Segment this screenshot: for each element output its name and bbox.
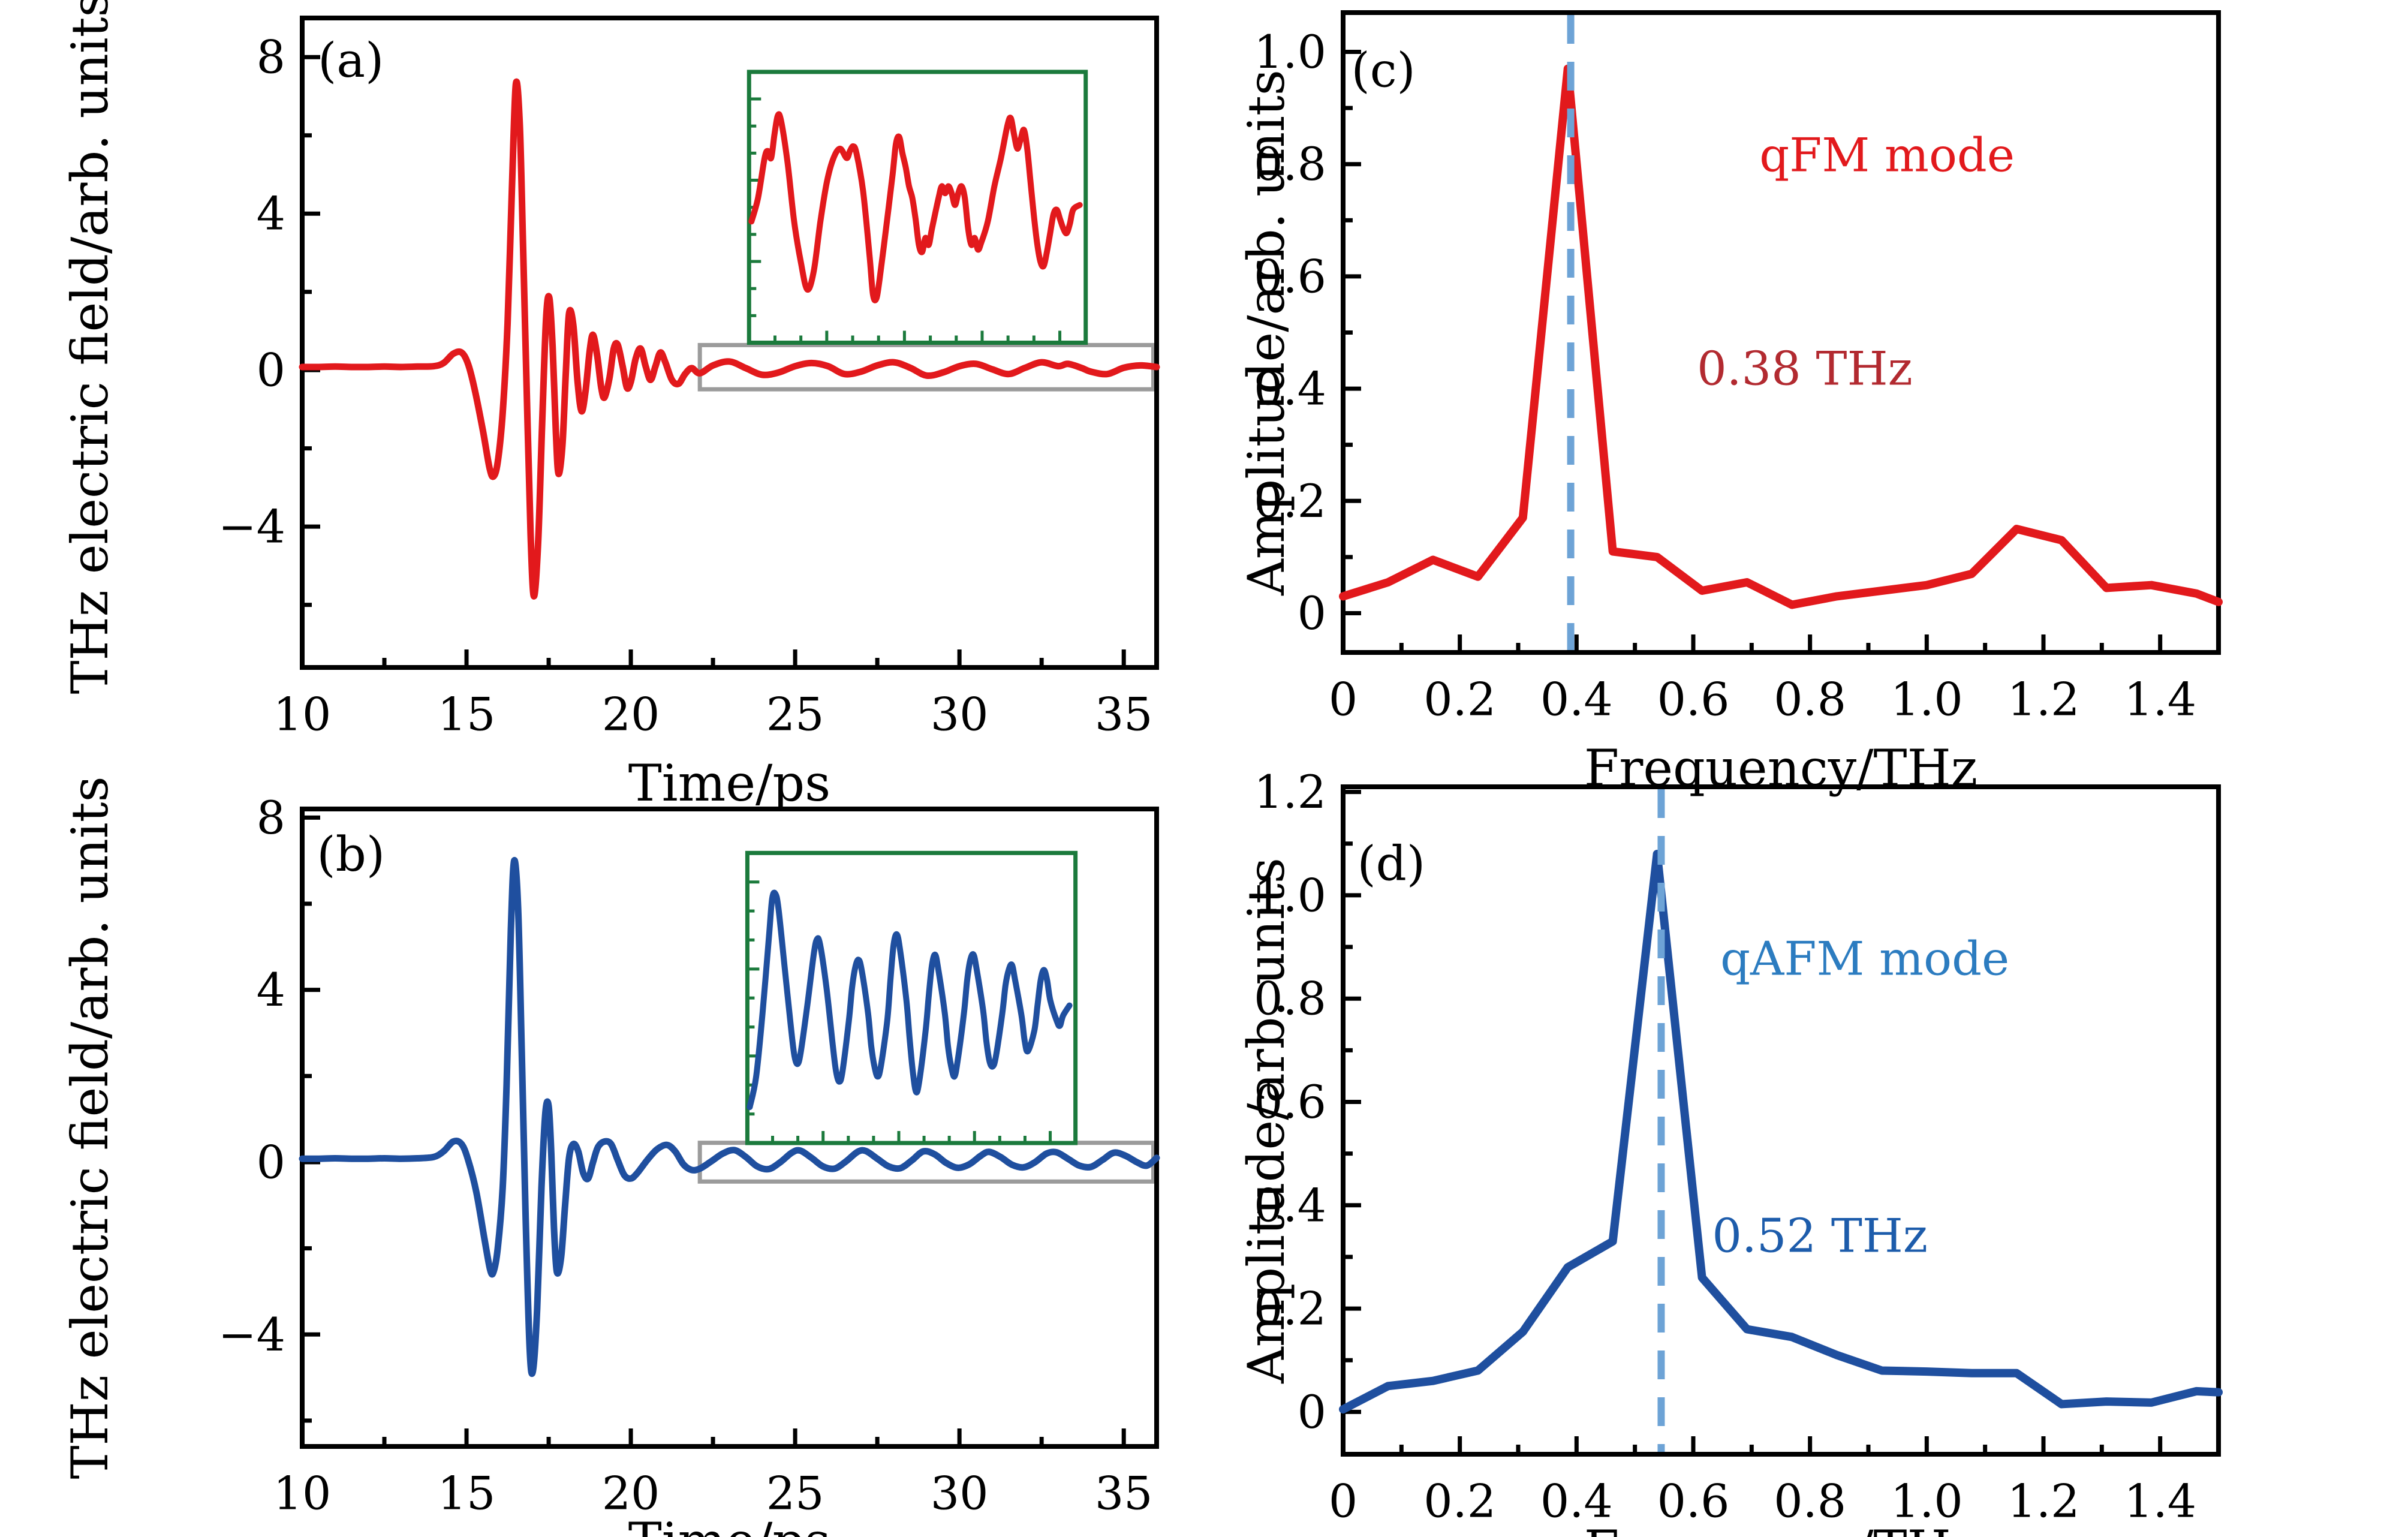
- annotation-text: qAFM mode: [1720, 933, 2009, 986]
- y-tick-label: 0.8: [1254, 972, 1326, 1025]
- y-tick-label: 8: [257, 791, 285, 844]
- x-tick-label: 25: [766, 1467, 824, 1520]
- y-tick-label: 8: [257, 31, 285, 84]
- panel-d: 0 0.2 0.4 0.6 0.8 1.0 1.2 1.4 0 0.2 0.4 0.6 0.8 1.0 1.…: [1237, 765, 2223, 1537]
- x-tick-label: 20: [602, 688, 660, 741]
- y-tick-label: 0: [1298, 1385, 1326, 1439]
- y-axis-label: THz electric field/arb. units: [61, 776, 119, 1479]
- y-axis-label: THz electric field/arb. units: [61, 0, 119, 694]
- spectrum-line: [1339, 64, 2223, 609]
- y-tick-label: 0.2: [1254, 474, 1326, 528]
- plot-frame: [1341, 784, 2221, 1457]
- y-tick-label: 4: [257, 963, 285, 1016]
- waveform-line: [299, 857, 1160, 1377]
- y-tick-label: 1.0: [1254, 868, 1326, 922]
- x-tick-label: 1.2: [2007, 1475, 2080, 1528]
- x-tick-label: 0.8: [1774, 1475, 1846, 1528]
- y-tick-label: 0.2: [1254, 1282, 1326, 1336]
- x-tick-label: 0.8: [1774, 673, 1846, 726]
- plot-frame: [1341, 10, 2221, 655]
- x-tick-label: 35: [1095, 688, 1153, 741]
- x-tick-label: 1.4: [2124, 673, 2196, 726]
- x-tick-label: 1.4: [2124, 1475, 2196, 1528]
- inset-box: [745, 850, 1078, 1145]
- y-tick-label: 0.6: [1254, 1075, 1326, 1129]
- x-axis-label: Time/ps: [628, 754, 830, 813]
- y-axis-label: Amplitude/arb. units: [1237, 70, 1296, 596]
- spectrum-line: [1339, 849, 2223, 1414]
- annotation-text: qFM mode: [1759, 129, 2015, 183]
- plot-frame: [300, 16, 1159, 670]
- y-tick-label: −4: [218, 1308, 285, 1361]
- x-tick-label: 15: [438, 1467, 496, 1520]
- panel-letter: (b): [317, 826, 385, 882]
- x-tick-label: 10: [273, 1467, 332, 1520]
- panel-c: 0 0.2 0.4 0.6 0.8 1.0 1.2 1.400.20.40.60.81.0Fr…: [1237, 10, 2223, 798]
- x-tick-label: 0.2: [1423, 673, 1496, 726]
- x-tick-label: 20: [602, 1467, 660, 1520]
- x-tick-label: 0.4: [1540, 673, 1613, 726]
- x-tick-label: 0.2: [1423, 1475, 1496, 1528]
- plot-frame: [300, 807, 1159, 1449]
- panel-letter: (a): [318, 32, 384, 88]
- x-tick-label: 25: [766, 688, 824, 741]
- x-tick-label: 35: [1095, 1467, 1153, 1520]
- x-axis-label: Frequency/THz: [1584, 1520, 1977, 1537]
- y-tick-label: 0: [257, 344, 285, 397]
- y-tick-label: 1.2: [1254, 765, 1326, 819]
- x-tick-label: 1.2: [2007, 673, 2080, 726]
- y-tick-label: 0: [1298, 586, 1326, 640]
- x-tick-label: 1.0: [1891, 673, 1963, 726]
- y-axis-label: Amplitude/arb. units: [1237, 858, 1296, 1384]
- y-tick-label: 4: [257, 187, 285, 240]
- panel-a: 10 15 20 25 30 35 −4 0 4 8 Time/ps THz electric fie…: [61, 0, 1160, 813]
- inset-box: [747, 70, 1088, 345]
- y-tick-label: 0.6: [1254, 249, 1326, 303]
- x-tick-label: 0.6: [1657, 1475, 1730, 1528]
- annotation-text: 0.52 THz: [1712, 1209, 1928, 1263]
- waveform-line: [299, 78, 1160, 600]
- y-tick-label: 0: [257, 1135, 285, 1189]
- panel-letter: (c): [1352, 43, 1416, 98]
- y-tick-label: 0.4: [1254, 362, 1326, 416]
- y-tick-label: 0.4: [1254, 1178, 1326, 1232]
- x-axis-label: Time/ps: [628, 1512, 830, 1537]
- x-tick-label: 30: [931, 688, 989, 741]
- x-tick-label: 10: [273, 688, 332, 741]
- x-tick-label: 0.6: [1657, 673, 1730, 726]
- x-tick-label: 0.4: [1540, 1475, 1613, 1528]
- panel-letter: (d): [1357, 835, 1425, 891]
- y-tick-label: 1.0: [1254, 25, 1326, 79]
- x-tick-label: 0: [1329, 1475, 1357, 1528]
- x-tick-label: 0: [1329, 673, 1357, 726]
- x-tick-label: 30: [931, 1467, 989, 1520]
- annotation-text: 0.38 THz: [1697, 342, 1913, 396]
- inset-line: [748, 111, 1083, 303]
- x-tick-label: 15: [438, 688, 496, 741]
- y-tick-label: 0.8: [1254, 137, 1326, 191]
- inset-line: [747, 889, 1073, 1111]
- x-tick-label: 1.0: [1891, 1475, 1963, 1528]
- y-tick-label: −4: [218, 500, 285, 554]
- panel-b: 10 15 20 25 30 35 −4 0 4 8 Time/ps THz electric fie…: [61, 776, 1160, 1537]
